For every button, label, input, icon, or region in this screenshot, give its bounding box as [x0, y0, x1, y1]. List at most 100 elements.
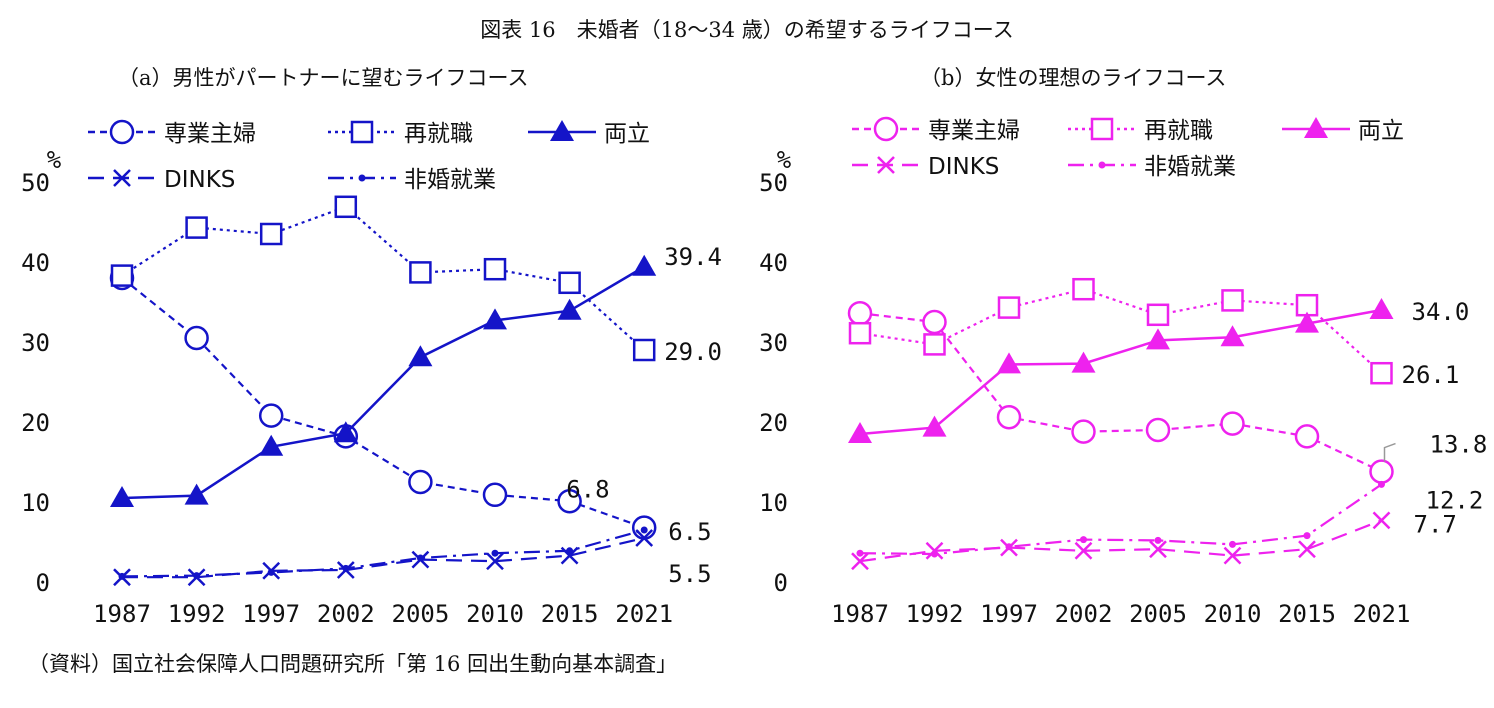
chart-1-legend-marker [1304, 117, 1328, 138]
chart-0-series-4-point [416, 554, 424, 562]
chart-1-series-3-point [851, 552, 869, 571]
chart-1-legend-marker [877, 156, 895, 174]
chart-1-series-4-point [1229, 540, 1236, 548]
chart-0-legend-item-0: 専業主婦 [88, 119, 256, 147]
chart-0-legend-item-2: 両立 [528, 120, 650, 147]
chart-1-series-1-point [1072, 277, 1095, 301]
chart-1-series-1-point [1221, 289, 1244, 312]
chart-0-series-2-point [184, 483, 209, 505]
chart-1-series-0-end-label: 13.8 [1430, 431, 1488, 459]
chart-1-series-2-end-label: 34.0 [1412, 298, 1470, 326]
chart-0-legend-marker [550, 120, 574, 141]
chart-0-series-0-point [557, 488, 582, 514]
chart-0-series-4-point [342, 564, 350, 572]
chart-1-series-4-point [1005, 543, 1013, 551]
chart-0-series-3-end-label: 5.5 [668, 560, 711, 588]
chart-1-x-tick-label: 2015 [1278, 600, 1336, 628]
chart-1-legend-item-0: 専業主婦 [852, 116, 1020, 144]
chart-1-series-0-point [847, 300, 873, 326]
chart-1-series-0: 13.8 [847, 300, 1488, 484]
chart-0-series-0-point [258, 403, 284, 428]
chart-0-series-0-point [482, 482, 508, 508]
chart-0-series-2-point [632, 254, 657, 276]
chart-0-legend-label: 両立 [604, 121, 650, 147]
chart-0-x-tick-label: 2010 [466, 600, 524, 628]
chart-0-series-4-line [121, 528, 645, 578]
chart-1-series-1-line [859, 288, 1383, 375]
chart-1-series-2-point [1220, 325, 1245, 347]
chart-0-series-2-point [557, 298, 582, 320]
chart-0-series-0-end-label: 6.8 [566, 476, 609, 504]
chart-1-x-tick-label: 1987 [831, 600, 889, 628]
chart-1-series-4-line [859, 483, 1383, 556]
chart-1-series-3-point [1074, 541, 1093, 560]
chart-0-legend-marker [113, 169, 131, 187]
chart-1-unit-label: % [777, 146, 792, 174]
chart-0-series-1: 29.0 [110, 195, 722, 366]
chart-1-legend-marker [873, 116, 899, 142]
chart-0-series-4: 6.5 [118, 518, 712, 580]
chart-1-legend-marker [1098, 161, 1106, 169]
chart-1-y-tick-label: 0 [774, 569, 788, 597]
chart-1-series-0-point [1071, 419, 1096, 444]
chart-0-unit-label: % [47, 146, 62, 174]
chart-0-y-tick-label: 50 [21, 169, 50, 197]
chart-0-legend-item-4: 非婚就業 [328, 167, 496, 193]
chart-0-legend-label: 再就職 [404, 121, 473, 147]
chart-1-y-tick-label: 30 [759, 329, 788, 357]
chart-0-series-4-end-label: 6.5 [668, 518, 711, 546]
chart-1-x-tick-label: 1992 [906, 600, 964, 628]
chart-1-series-4-point [931, 550, 938, 558]
chart-0-series-4-point [118, 572, 126, 580]
chart-0-x-tick-label: 1997 [242, 600, 300, 628]
chart-0-x-tick-label: 1987 [93, 600, 151, 628]
chart-1-series-1: 26.1 [848, 277, 1460, 389]
chart-1-series-2-line [859, 308, 1382, 436]
chart-0-series-1-point [334, 195, 358, 219]
chart-1-series-2-point [1369, 298, 1394, 319]
chart-0-legend-item-3: DINKS [88, 167, 235, 193]
chart-0-series-2-point [333, 421, 358, 443]
chart-1-series-4: 12.2 [856, 480, 1483, 558]
chart-1-legend-label: 両立 [1358, 118, 1404, 144]
chart-1-label-leader-line [1383, 442, 1396, 462]
chart-1-series-4-point [1154, 536, 1162, 544]
chart-1-legend-label: 再就職 [1144, 118, 1213, 144]
chart-1-series-2: 34.0 [848, 298, 1469, 443]
chart-0-series-0-point [408, 469, 433, 495]
chart-0-x-tick-label: 1992 [168, 600, 226, 628]
chart-1-series-0-point [922, 309, 947, 335]
chart-1-series-1-point [848, 321, 872, 345]
chart-1-series-0-point [1294, 424, 1320, 449]
chart-1-legend-item-3: DINKS [852, 154, 999, 180]
chart-1-y-tick-label: 50 [759, 169, 788, 197]
chart-1-x-tick-label: 2005 [1129, 600, 1187, 628]
chart-1-series-4-point [856, 549, 864, 557]
chart-1-series-3-point [1149, 540, 1167, 559]
chart-0-series-1-point [632, 338, 656, 362]
chart-1-legend-label: 非婚就業 [1144, 154, 1236, 180]
chart-0-y-tick-label: 20 [21, 409, 50, 437]
chart-0-legend-label: 専業主婦 [164, 121, 256, 147]
source-note: （資料）国立社会保障人口問題研究所「第 16 回出生動向基本調査」 [28, 652, 678, 676]
chart-1-x-tick-label: 2010 [1204, 600, 1262, 628]
chart-0-series-2-point [259, 434, 284, 456]
chart-1-y-tick-label: 20 [759, 409, 788, 437]
chart-0-series-4-point [193, 572, 201, 580]
chart-1-legend-label: DINKS [928, 154, 999, 180]
chart-0-series-4-point [640, 526, 648, 534]
chart-0-series-4-point [267, 568, 275, 576]
chart-0-series-3-point [635, 529, 654, 547]
chart-0-series-4-point [491, 549, 499, 557]
chart-1-legend-marker [1090, 117, 1114, 141]
chart-0-series-1-point [185, 216, 208, 239]
chart-1-legend-item-4: 非婚就業 [1068, 154, 1236, 180]
chart-0-series-2-line [121, 265, 645, 500]
chart-1-series-1-end-label: 26.1 [1402, 361, 1460, 389]
chart-0-series-1-point [409, 261, 432, 284]
chart-1-series-2-point [848, 422, 872, 443]
chart-0-x-tick-label: 2005 [392, 600, 450, 628]
chart-0-series-1-point [259, 222, 283, 246]
chart-0-legend-marker [350, 120, 374, 144]
chart-1-series-3-line [859, 519, 1382, 563]
